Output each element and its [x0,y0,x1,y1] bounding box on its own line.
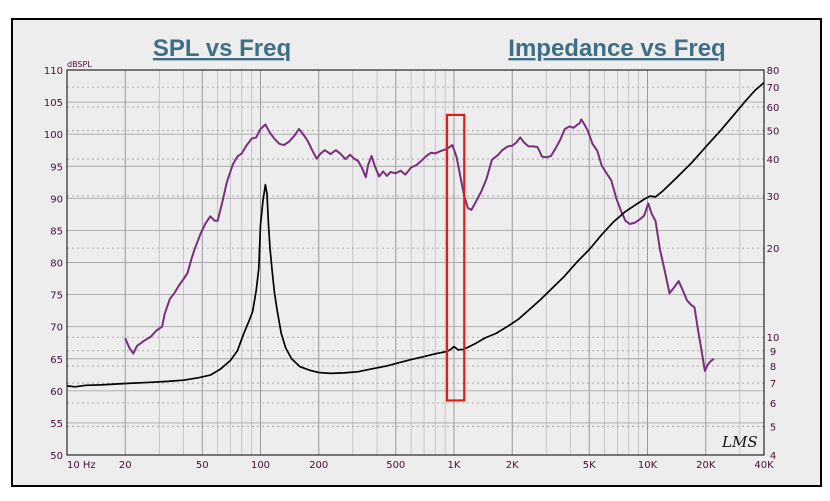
x-tick-label: 2K [506,460,519,471]
y-tick-label: 55 [50,419,63,430]
y-tick-label: 110 [44,66,63,77]
right-tick-label: 9 [770,347,776,358]
y-tick-label: 80 [50,259,63,270]
right-tick-label: 50 [767,126,780,137]
right-tick-label: 8 [770,362,776,373]
highlight-box [445,113,466,402]
x-tick-label: 500 [386,460,405,471]
right-tick-label: 40 [767,155,780,166]
impedance-title: Impedance vs Freq [508,35,725,62]
gridlines [67,70,765,455]
right-tick-label: 60 [767,103,780,114]
spl-title: SPL vs Freq [153,35,291,62]
x-tick-label: 200 [309,460,328,471]
annotations [445,113,466,402]
x-axis-ticks: 10 Hz 20 50 100 200 500 1K 2K 5K 10K 20K 40K [67,460,774,471]
right-tick-label: 7 [770,379,776,390]
left-axis-unit: dBSPL [67,60,92,69]
x-tick-label: 1K [448,460,461,471]
right-tick-label: 4 [770,451,776,462]
impedance-curve [66,82,765,388]
x-tick-label: 50 [196,460,209,471]
right-tick-label: 6 [770,399,776,410]
y-tick-label: 90 [50,194,63,205]
y-tick-label: 85 [50,226,63,237]
left-axis-ticks: 50 55 60 65 70 75 80 85 90 95 100 105 110 [44,66,63,462]
watermark-signature: LMS [721,433,758,451]
x-tick-label: 10 Hz [67,460,96,471]
y-tick-label: 60 [50,387,63,398]
y-tick-label: 50 [50,451,63,462]
x-tick-label: 5K [583,460,596,471]
right-tick-label: 30 [767,192,780,203]
right-tick-label: 20 [767,244,780,255]
chart-panel [11,18,822,487]
right-tick-label: 10 [767,333,780,344]
right-tick-label: 70 [767,83,780,94]
y-tick-label: 100 [44,130,63,141]
series-lines [66,82,765,388]
x-tick-label: 10K [638,460,658,471]
y-tick-label: 95 [50,162,63,173]
y-tick-label: 105 [44,98,63,109]
right-axis-ticks: 4 5 6 7 8 9 10 20 30 40 50 60 70 80 [767,66,780,462]
x-tick-label: 20K [696,460,716,471]
spl-curve [124,118,715,372]
y-tick-label: 75 [50,291,63,302]
y-tick-label: 70 [50,323,63,334]
y-tick-label: 65 [50,355,63,366]
right-tick-label: 5 [770,422,776,433]
x-tick-label: 100 [251,460,270,471]
x-tick-label: 40K [754,460,774,471]
plot-border [66,69,765,456]
right-tick-label: 80 [767,66,780,77]
x-tick-label: 20 [119,460,132,471]
